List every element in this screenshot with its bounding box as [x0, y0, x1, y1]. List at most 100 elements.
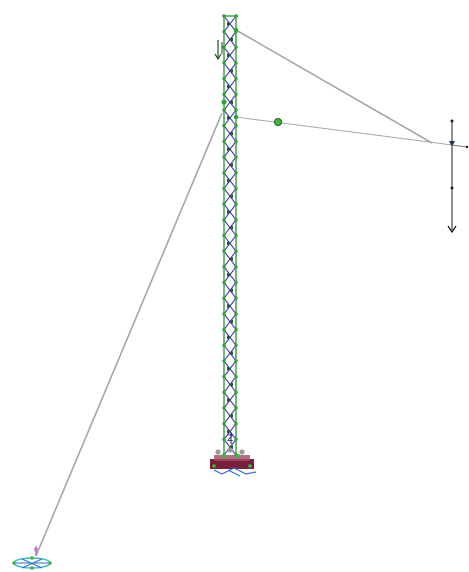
- mast-node: [234, 437, 238, 442]
- guy-cable-lower[interactable]: [35, 112, 223, 557]
- mast-node: [234, 265, 238, 269]
- mast-member-marker: [227, 335, 231, 340]
- mast-node: [222, 249, 226, 253]
- mast-node: [234, 186, 238, 191]
- mast-node: [234, 406, 238, 410]
- mast-member-marker: [229, 194, 233, 199]
- mast-node: [234, 249, 238, 253]
- guy-cable-upper[interactable]: [235, 29, 433, 144]
- mast-member-marker: [227, 178, 231, 183]
- mast-node: [234, 374, 238, 379]
- mast-node: [222, 280, 226, 285]
- base-support-icon[interactable]: [210, 447, 257, 477]
- mast-node: [222, 155, 226, 159]
- mast-member-marker: [227, 209, 231, 214]
- mast-node: [234, 108, 238, 112]
- mast-member-marker: [229, 445, 233, 450]
- mast-node: [234, 421, 238, 426]
- down-arrow-icon: [447, 225, 457, 234]
- mast-member-marker: [229, 413, 233, 418]
- mast-member-marker: [229, 225, 233, 230]
- mast-member-marker: [227, 53, 231, 58]
- hinge-node-icon[interactable]: [274, 118, 282, 126]
- mast-node: [222, 359, 226, 363]
- mast-member-marker: [229, 351, 233, 356]
- mast-member-marker: [227, 147, 231, 152]
- mast-node: [222, 265, 226, 269]
- mast-member-marker: [227, 84, 231, 89]
- mast-node: [222, 312, 226, 316]
- mast-node: [234, 139, 238, 144]
- mast-node: [222, 202, 226, 206]
- mast-member-marker: [229, 288, 233, 293]
- mast-node: [222, 327, 226, 332]
- tip-node-mid: [450, 186, 454, 190]
- mast-member-marker: [227, 241, 231, 246]
- tip-stub: [451, 144, 468, 148]
- mast-node: [222, 45, 226, 50]
- mast-member-marker: [227, 272, 231, 277]
- mast-node: [234, 45, 238, 50]
- mast-node: [222, 343, 226, 347]
- mast-node: [222, 390, 226, 394]
- mast-node: [222, 139, 226, 144]
- mast-node: [222, 61, 226, 65]
- mast-node: [222, 421, 226, 426]
- down-arrow-icon: [214, 53, 222, 61]
- mast-node: [234, 233, 238, 238]
- mast-member-marker: [227, 115, 231, 120]
- mast-node: [234, 343, 238, 347]
- mast-node: [234, 92, 238, 97]
- mast-node: [234, 61, 238, 65]
- mast-member-marker: [227, 398, 231, 403]
- mast-node: [222, 124, 226, 128]
- mast-node: [222, 14, 226, 18]
- guy-cable-arm[interactable]: [235, 116, 453, 146]
- mast-member-marker: [227, 21, 231, 26]
- mast-node: [222, 406, 226, 410]
- mast-node: [234, 218, 238, 222]
- mast-node: [234, 77, 238, 81]
- mast-node: [222, 108, 226, 112]
- mast-node: [222, 296, 226, 300]
- mast-member-marker: [229, 162, 233, 167]
- mast-member-marker: [227, 429, 231, 434]
- mast-member-marker: [229, 68, 233, 73]
- mast-node: [234, 14, 238, 18]
- mast-node: [222, 29, 226, 34]
- mast-node: [234, 280, 238, 285]
- mast-node: [234, 327, 238, 332]
- mast-node: [234, 390, 238, 394]
- ground-anchor-icon[interactable]: [12, 546, 52, 570]
- mast-member-marker: [229, 319, 233, 324]
- mast-node: [222, 171, 226, 175]
- mast-node: [222, 186, 226, 191]
- mast-node: [222, 233, 226, 238]
- mast-node: [234, 202, 238, 206]
- mast-member-marker: [229, 37, 233, 42]
- mast-node: [222, 218, 226, 222]
- mast-node: [234, 359, 238, 363]
- base-plate: [210, 459, 254, 469]
- mast-member-marker: [229, 100, 233, 105]
- guy-cables: [35, 29, 453, 557]
- guy-attachment-node: [233, 27, 239, 33]
- guy-attachment-node: [233, 114, 239, 120]
- mast-node: [234, 124, 238, 128]
- top-load-arrows: [214, 40, 223, 61]
- tip-node-top: [450, 119, 454, 123]
- lattice-mast[interactable]: [221, 14, 239, 457]
- tip-node-end: [465, 145, 469, 149]
- mast-node: [234, 171, 238, 175]
- mast-node: [234, 296, 238, 300]
- mast-member-marker: [227, 366, 231, 371]
- tip-load-assembly[interactable]: [447, 119, 469, 234]
- guy-attachment-node: [221, 99, 227, 105]
- tip-triangle-icon: [449, 141, 455, 147]
- mast-member-marker: [229, 257, 233, 262]
- mast-member-marker: [227, 304, 231, 309]
- mast-node: [222, 374, 226, 379]
- mast-node: [234, 155, 238, 159]
